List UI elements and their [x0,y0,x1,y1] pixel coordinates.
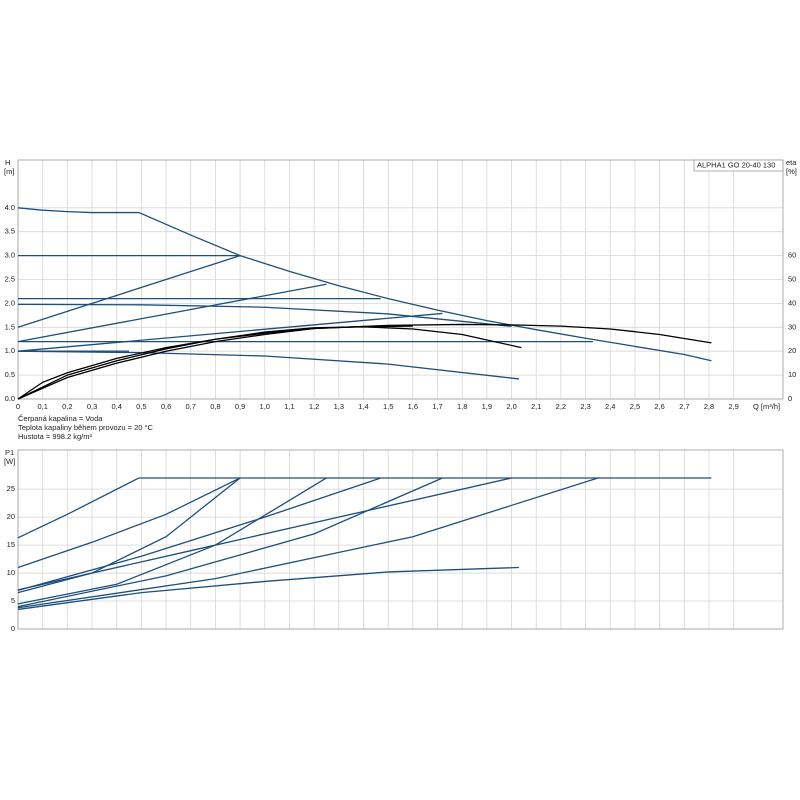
curve [17,477,241,569]
y-tick-label: 2.5 [5,274,15,283]
curve [17,254,241,328]
y2-axis-label: eta [786,158,797,167]
y-tick-label: 0.5 [5,370,15,379]
curve [17,477,140,539]
x-tick-label: 2,8 [704,402,714,411]
y-tick-label: 25 [7,484,15,493]
x-tick-label: 0,7 [186,402,196,411]
y-axis-unit: [m] [4,167,14,176]
curve [17,477,512,591]
x-tick-label: 0,5 [136,402,146,411]
title-box [693,159,784,172]
annotation: Hustota = 998.2 kg/m³ [18,432,92,441]
y-tick-label: 15 [7,540,15,549]
x-axis-label: Q [m³/h] [753,402,780,411]
y-axis-unit: [W] [4,457,15,466]
x-tick-label: 1,4 [358,402,368,411]
curve [17,477,443,608]
y-tick-label: 10 [7,568,15,577]
x-tick-label: 2,1 [531,402,541,411]
plot-frame [17,449,784,630]
x-tick-label: 2,0 [506,402,516,411]
y2-tick-label: 20 [788,346,796,355]
y-tick-label: 0.0 [5,394,15,403]
y2-tick-label: 40 [788,298,796,307]
y2-tick-label: 10 [788,370,796,379]
x-tick-label: 2,3 [580,402,590,411]
x-tick-label: 1,6 [408,402,418,411]
y-tick-label: 3.0 [5,251,15,260]
curve [17,566,519,611]
curve [17,283,327,343]
x-tick-label: 1,9 [482,402,492,411]
y2-tick-label: 30 [788,322,796,331]
x-tick-label: 0,1 [37,402,47,411]
y-tick-label: 4.0 [5,203,15,212]
y-tick-label: 3.5 [5,227,15,236]
curve [17,326,522,400]
curve [17,477,599,609]
curve [17,312,443,352]
x-tick-label: 2,2 [556,402,566,411]
x-tick-label: 0,3 [87,402,97,411]
y-axis-label: H [5,158,10,167]
x-tick-label: 2,5 [630,402,640,411]
curve [17,477,241,594]
x-tick-label: 1,3 [334,402,344,411]
x-tick-label: 2,4 [605,402,615,411]
x-tick-label: 0,9 [235,402,245,411]
curve [17,325,413,400]
y2-tick-label: 50 [788,274,796,283]
x-tick-label: 1,7 [432,402,442,411]
x-tick-label: 2,6 [654,402,664,411]
y2-tick-label: 0 [788,394,792,403]
x-tick-label: 0,2 [62,402,72,411]
curve [17,303,512,327]
curve [17,477,381,592]
chart-title: ALPHA1 GO 20-40 130 [697,160,775,169]
x-tick-label: 1,8 [457,402,467,411]
x-tick-label: 0,6 [161,402,171,411]
x-tick-label: 2,7 [679,402,689,411]
y-tick-label: 20 [7,512,15,521]
x-tick-label: 1,1 [284,402,294,411]
y-tick-label: 0 [11,624,15,633]
y2-tick-label: 60 [788,251,796,260]
curve [17,477,327,605]
y-tick-label: 5 [11,596,15,605]
x-tick-label: 1,5 [383,402,393,411]
x-tick-label: 0,4 [111,402,121,411]
y-axis-label: P1 [5,448,14,457]
y-tick-label: 1.0 [5,346,15,355]
x-tick-label: 0 [16,402,20,411]
annotation: Čerpaná kapalina = Voda [18,414,103,423]
y-tick-label: 2.0 [5,298,15,307]
curve [17,207,712,362]
y2-axis-unit: [%] [786,167,797,176]
x-tick-label: 1,0 [260,402,270,411]
x-tick-label: 1,2 [309,402,319,411]
annotation: Teplota kapaliny během provozu = 20 °C [18,423,154,432]
x-tick-label: 0,8 [210,402,220,411]
x-tick-label: 2,9 [728,402,738,411]
plot-frame [17,159,784,400]
y-tick-label: 1.5 [5,322,15,331]
curve [17,350,520,380]
